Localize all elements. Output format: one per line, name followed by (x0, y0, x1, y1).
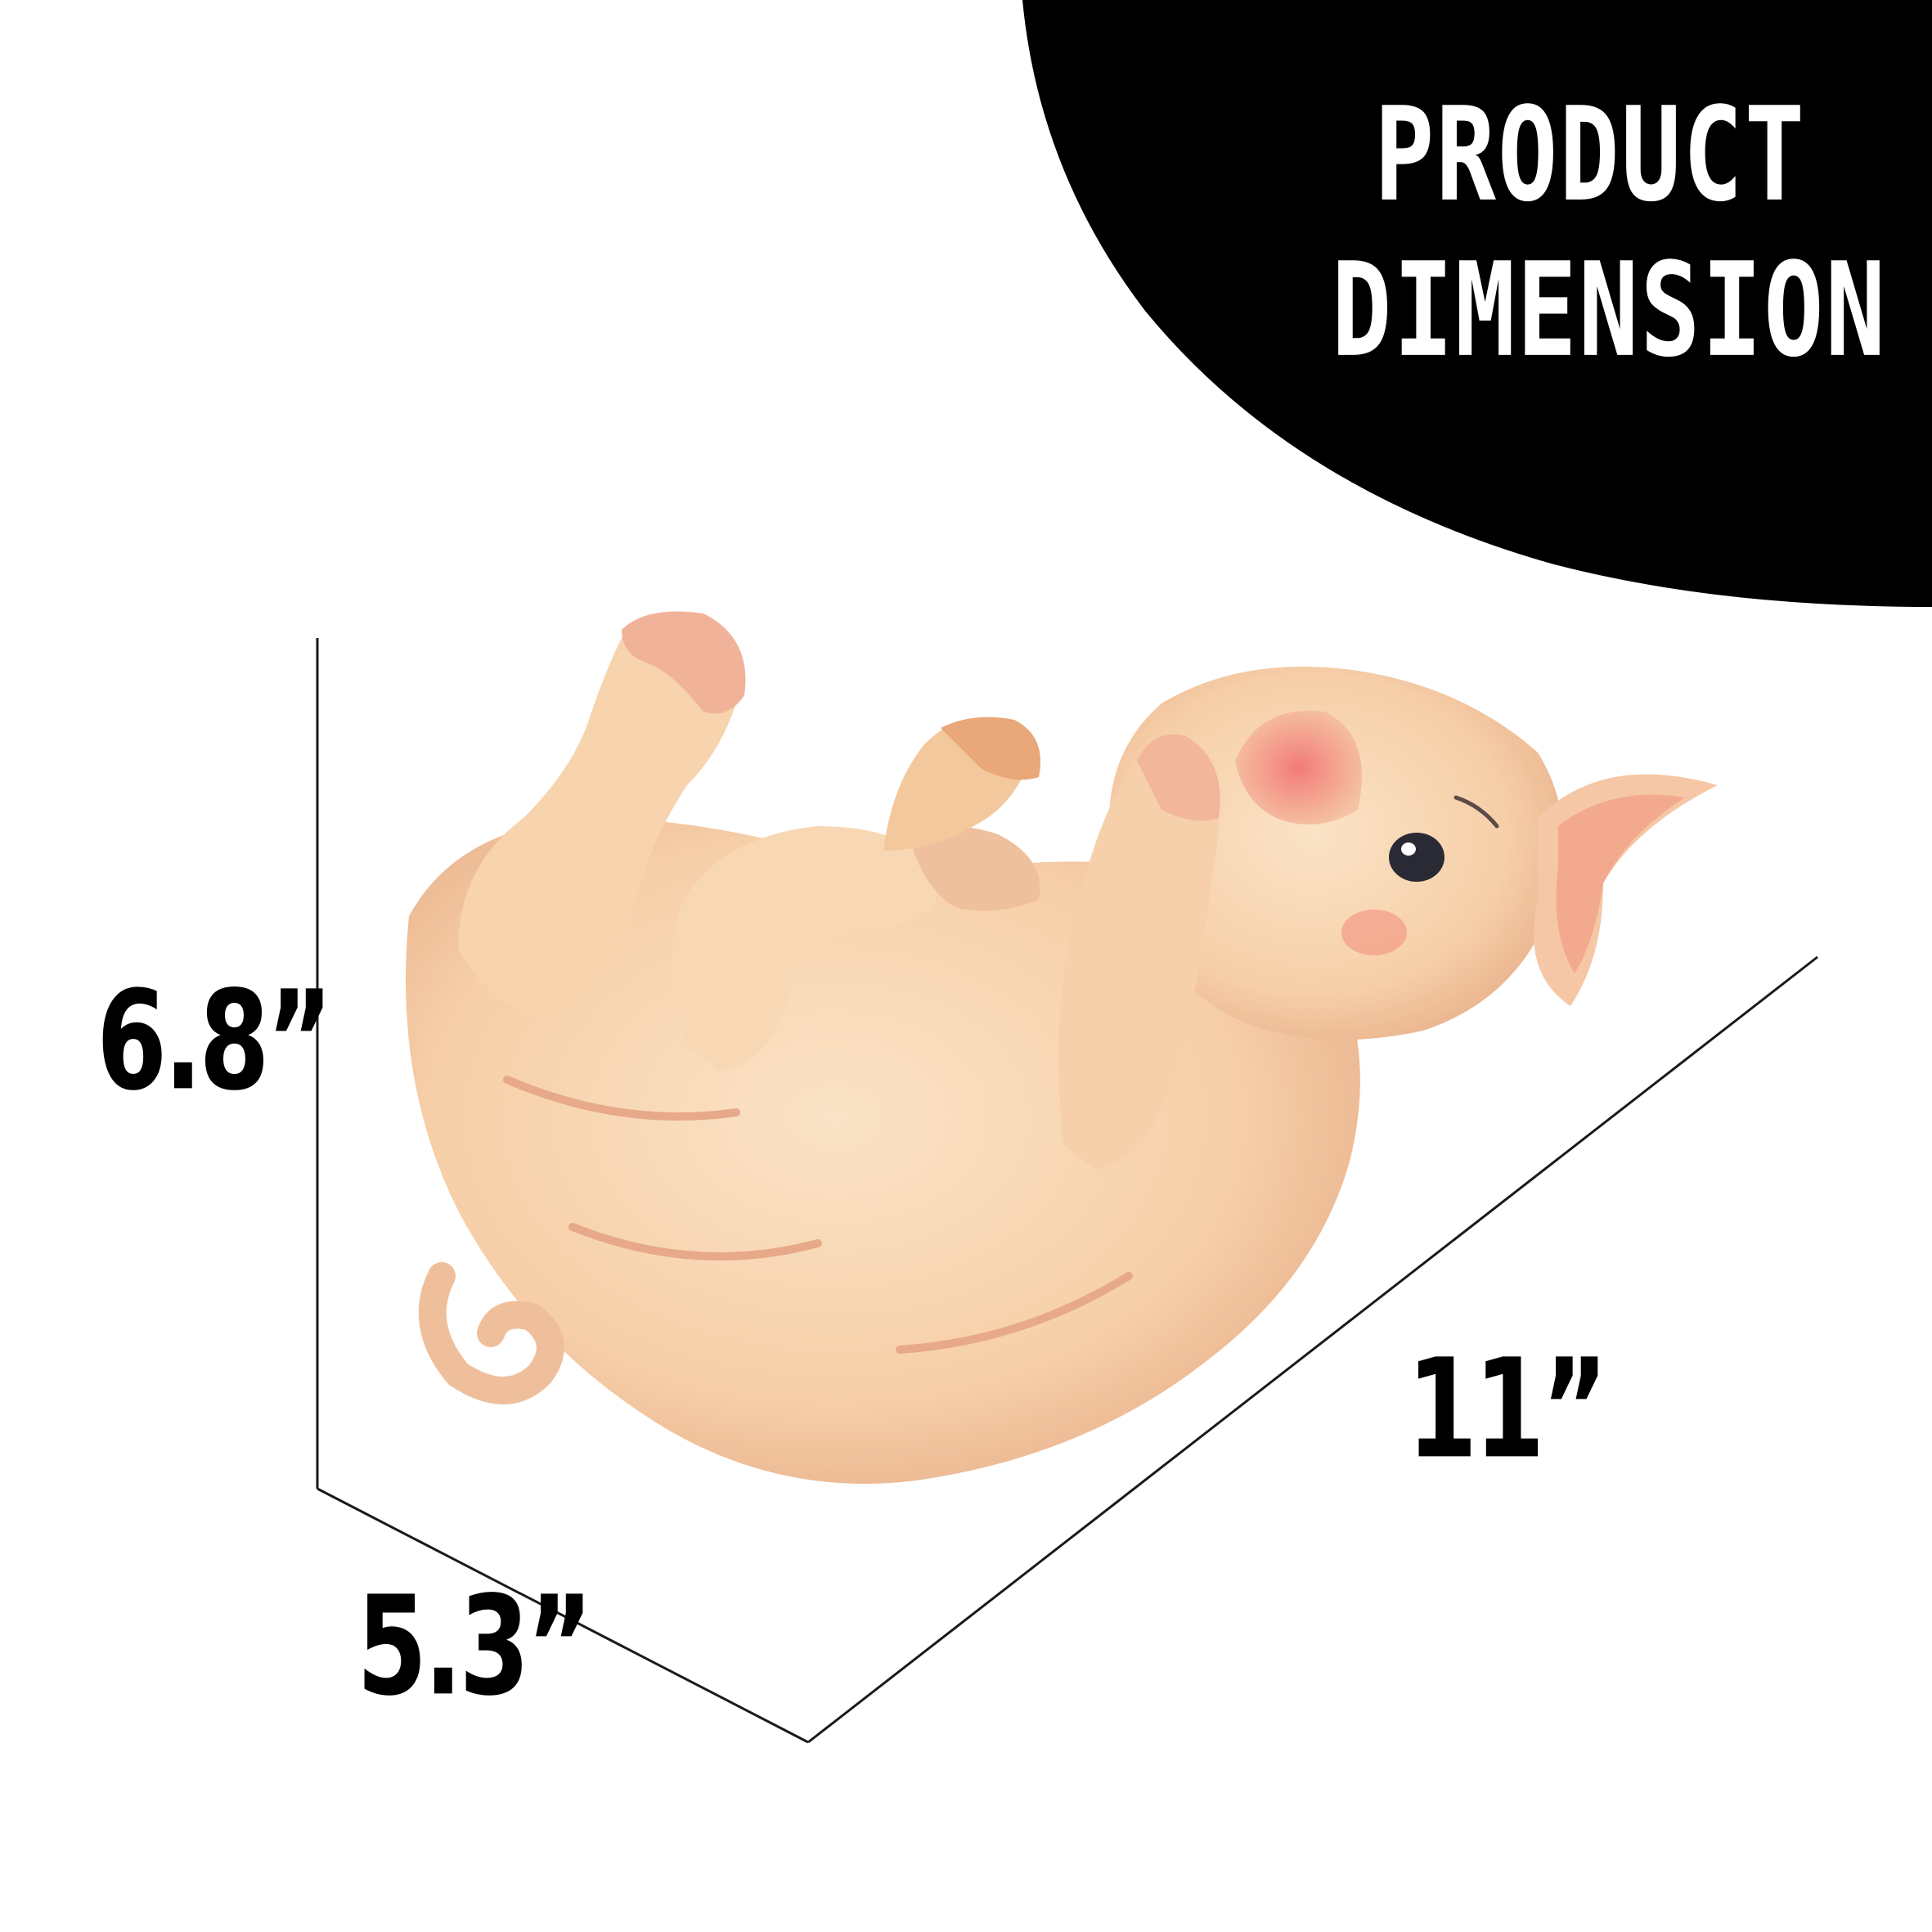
pig-wrinkle-3 (896, 1272, 1133, 1354)
depth-line (317, 1487, 809, 1744)
pig-cheek (1341, 910, 1407, 955)
pig-wrinkle-2 (568, 1223, 822, 1260)
pig-front-trotter-middle (908, 826, 1040, 911)
pig-wrinkle-1 (503, 1076, 740, 1121)
pig-front-trotter-right (1137, 735, 1220, 821)
length-label: 11” (1407, 1330, 1608, 1489)
pig-brow (1453, 795, 1499, 829)
pig-hind-trotter-upper (941, 717, 1040, 780)
depth-label: 5.3” (357, 1567, 593, 1727)
height-label: 6.8” (97, 962, 333, 1121)
pig-head (1109, 667, 1564, 1040)
pig-eye-highlight (1401, 842, 1416, 856)
pig-ear-right-inner (1556, 794, 1685, 973)
title-line-2: DIMENSION (1332, 235, 1888, 386)
title-line-1: PRODUCT (1374, 79, 1807, 231)
pig-eye (1389, 833, 1445, 882)
length-line (807, 955, 1818, 1744)
pig-front-leg-right (1058, 742, 1219, 1170)
pig-hind-trotter-left (622, 611, 746, 714)
pig-tail (418, 1262, 564, 1404)
pig-hind-leg-left (458, 616, 738, 1018)
pig-ear-top (1235, 710, 1362, 824)
corner-badge-shape (1022, 0, 1932, 607)
pig-front-leg-middle (672, 826, 938, 1072)
